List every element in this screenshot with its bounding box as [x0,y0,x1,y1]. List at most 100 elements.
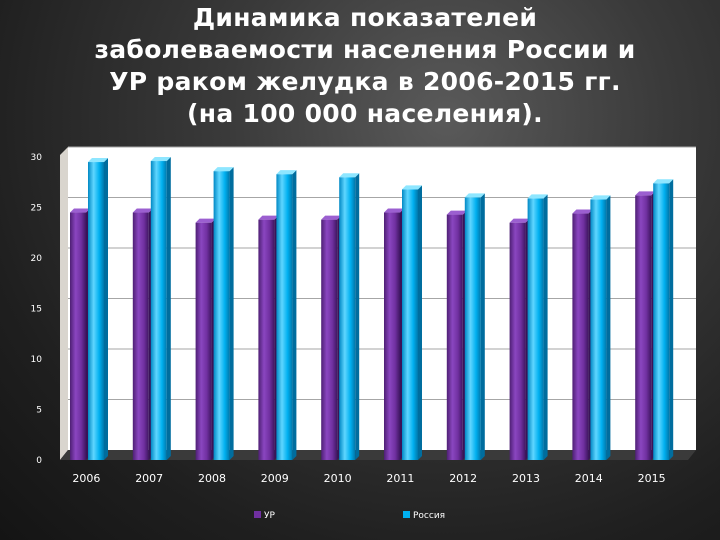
title-line-2: заболеваемости населения России и [94,35,636,64]
bar-russia-2014 [590,195,611,461]
bar-front [258,219,275,460]
bar-front [446,214,463,460]
bar-front [276,174,293,461]
bar-top [258,215,279,220]
bar-russia-2015 [653,179,674,460]
bar-top [653,179,674,184]
bar-front [635,195,652,460]
bar-top [464,193,485,198]
legend-label: УР [264,511,275,521]
bar-front [464,197,481,460]
bar-top [402,185,422,190]
legend-label: Россия [413,511,445,521]
legend-item-russia: Россия [403,511,445,521]
bar-side [292,170,297,461]
bar-front [70,212,86,460]
x-tick-label: 2006 [72,472,100,485]
bar-top [213,167,234,172]
bar-front [339,177,356,460]
y-tick-label: 25 [31,204,42,214]
bar-side [418,185,422,460]
bar-russia-2007 [150,157,171,461]
bar-top [88,158,108,163]
y-tick-label: 15 [31,305,42,315]
bar-top [527,194,548,199]
bar-ur-2014 [572,209,593,460]
x-tick-label: 2014 [575,472,603,485]
x-tick-label: 2011 [386,472,414,485]
chart-title: Динамика показателей заболеваемости насе… [20,2,710,130]
bar-top [132,208,153,213]
bar-russia-2010 [339,173,360,460]
bar-side [104,158,108,461]
x-tick-label: 2013 [512,472,540,485]
bar-russia-2009 [276,170,297,461]
bar-russia-2008 [213,167,234,460]
bar-side [355,173,360,460]
bar-front [590,199,607,461]
x-tick-label: 2009 [261,472,289,485]
title-line-3: УР раком желудка в 2006-2015 гг. [109,67,621,96]
bar-top [339,173,360,178]
bar-front [653,183,670,460]
bar-ur-2011 [384,208,404,460]
bar-russia-2012 [464,193,485,460]
bar-front [402,189,418,460]
x-tick-label: 2010 [324,472,352,485]
bar-side [480,193,485,460]
bar-top [572,209,593,214]
bar-top [446,210,467,215]
y-tick-label: 5 [36,406,42,416]
bar-front [321,219,338,460]
legend-swatch [403,511,410,518]
x-tick-label: 2012 [449,472,477,485]
legend-item-ur: УР [254,511,275,521]
bar-russia-2013 [527,194,548,460]
bar-front [384,212,400,460]
title-line-1: Динамика показателей [192,3,538,32]
bar-ur-2013 [509,218,530,460]
bar-side [543,194,548,460]
y-tick-label: 20 [31,254,43,264]
bar-ur-2008 [195,218,216,460]
bar-ur-2012 [446,210,467,460]
bar-ur-2006 [70,208,90,460]
bar-front [132,212,149,460]
bar-top [195,218,216,223]
bar-front [213,171,230,460]
bar-front [88,162,104,461]
bar-front [572,213,589,460]
bar-top [590,195,611,200]
bar-top [509,218,530,223]
bar-side [166,157,171,461]
bar-russia-2011 [402,185,422,460]
bar-side [229,167,234,460]
bar-top [276,170,297,175]
title-line-4: (на 100 000 населения). [187,99,543,128]
bar-side [606,195,611,461]
bar-ur-2009 [258,215,279,460]
legend-swatch [254,511,261,518]
chart-side-wall [60,147,68,460]
y-tick-label: 0 [36,456,42,466]
x-tick-label: 2008 [198,472,226,485]
bar-front [150,161,167,461]
bar-top [70,208,90,213]
x-tick-label: 2015 [638,472,666,485]
x-tick-label: 2007 [135,472,163,485]
bar-front [509,222,526,460]
y-tick-label: 30 [31,153,43,163]
bar-russia-2006 [88,158,108,461]
bar-ur-2007 [132,208,153,460]
bar-top [384,208,404,213]
bar-top [635,191,656,196]
y-tick-label: 10 [31,355,43,365]
bar-ur-2015 [635,191,656,460]
bar-front [195,222,212,460]
bar-top [321,215,342,220]
bar-ur-2010 [321,215,342,460]
bar-front [527,198,544,460]
bar-top [150,157,171,162]
bar-side [669,179,674,460]
